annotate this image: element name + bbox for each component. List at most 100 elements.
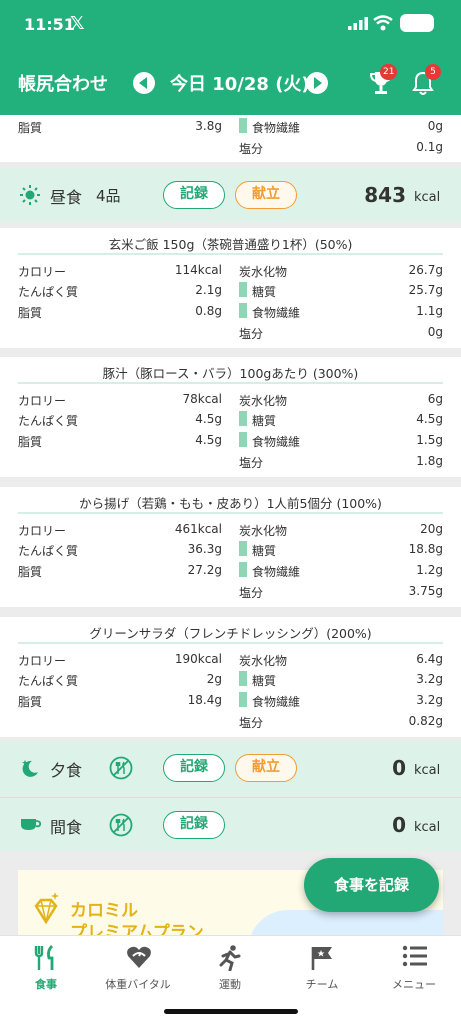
tab-exercise[interactable]: 運動	[184, 936, 276, 996]
nutrient-value: 18.4g	[187, 693, 222, 707]
meal-header-snack[interactable]: 間食 記録 0 kcal	[0, 797, 461, 851]
meal-header-dinner[interactable]: 夕食 記録 献立 0 kcal	[0, 741, 461, 795]
menu-list-icon	[402, 945, 427, 967]
nutrient-value: 36.3g	[187, 542, 222, 556]
nutrient-value: 3.2g	[416, 672, 443, 686]
nutrient-value: 27.2g	[187, 563, 222, 577]
nutrient-value: 190kcal	[174, 652, 222, 666]
meal-name: 間食	[50, 818, 83, 837]
status-time: 11:51	[24, 15, 75, 34]
notification-badge: 5	[425, 64, 441, 80]
kcal-unit: kcal	[414, 190, 441, 205]
trophy-badge: 21	[380, 64, 398, 80]
meal-name: 昼食	[50, 188, 83, 207]
next-day-button[interactable]	[306, 72, 328, 94]
prev-day-button[interactable]	[133, 72, 155, 94]
food-title: から揚げ（若鶏・もも・皮あり）1人前5個分 (100%)	[79, 496, 382, 511]
cellular-signal-icon	[348, 17, 368, 30]
record-meal-button[interactable]: 食事を記録	[304, 858, 439, 912]
food-card[interactable]: から揚げ（若鶏・もも・皮あり）1人前5個分 (100%) カロリー 461kcal た…	[0, 487, 461, 607]
battery-icon	[400, 14, 434, 32]
current-date: 今日 10/28 (火)	[170, 74, 310, 95]
heart-scale-icon	[127, 946, 151, 968]
record-button[interactable]: 記録	[163, 811, 225, 839]
notification-button[interactable]: 5	[412, 64, 441, 100]
meal-item-count: 4品	[96, 187, 121, 205]
nutrient-label: たんぱく質	[18, 285, 79, 299]
nutrient-label: 脂質	[18, 565, 43, 579]
food-card[interactable]: 豚汁（豚ロース・バラ）100gあたり (300%) カロリー 78kcal たんぱく質…	[0, 357, 461, 477]
nutrient-bar	[239, 692, 247, 707]
nutrient-label: 炭水化物	[239, 394, 288, 408]
banner-line1: カロミル	[70, 901, 138, 921]
nutrient-value: 114kcal	[174, 263, 222, 277]
nutrient-bar	[239, 282, 247, 297]
nutrient-label: カロリー	[18, 394, 67, 408]
sun-icon	[20, 185, 40, 205]
flag-icon	[311, 947, 332, 970]
nutrition-card-partial: 脂質 3.8g 食物繊維 0g 塩分 0.1g	[0, 115, 461, 162]
nutrient-label: 糖質	[252, 285, 277, 299]
nutrient-label: 炭水化物	[239, 265, 288, 279]
nutrient-value: 2.1g	[195, 283, 222, 297]
title-divider	[18, 642, 443, 644]
record-button[interactable]: 記録	[163, 754, 225, 782]
tab-team[interactable]: チーム	[276, 936, 368, 996]
nutrient-value: 0.82g	[408, 714, 443, 728]
menu-button[interactable]: 献立	[235, 181, 297, 209]
nutrient-value: 78kcal	[182, 392, 222, 406]
nutrient-value: 1.8g	[416, 454, 443, 468]
nutrient-value: 4.5g	[416, 412, 443, 426]
nutrient-value: 25.7g	[408, 283, 443, 297]
no-meal-icon[interactable]	[109, 813, 133, 837]
nutrient-label: たんぱく質	[18, 414, 79, 428]
status-bar: 11:51 𝕏	[0, 0, 461, 50]
nutrient-label: 塩分	[239, 716, 264, 730]
nutrient-value: 2g	[206, 672, 222, 686]
nutrient-label: 塩分	[239, 327, 264, 341]
nutrient-label: 塩分	[239, 586, 264, 600]
menu-button[interactable]: 献立	[235, 754, 297, 782]
title-divider	[18, 253, 443, 255]
meal-kcal: 0	[392, 756, 406, 780]
tab-menu[interactable]: メニュー	[368, 936, 460, 996]
triangle-left-icon	[139, 77, 147, 89]
meal-kcal: 843	[364, 183, 406, 207]
nutrient-label: 食物繊維	[252, 306, 301, 320]
tab-meal[interactable]: 食事	[0, 936, 92, 996]
nutrient-label: 塩分	[239, 142, 264, 156]
nutrient-bar	[239, 562, 247, 577]
triangle-right-icon	[314, 77, 322, 89]
nutrient-value: 3.2g	[416, 693, 443, 707]
nutrient-value: 1.5g	[416, 433, 443, 447]
nutrient-value: 3.8g	[195, 119, 222, 133]
no-meal-icon[interactable]	[109, 756, 133, 780]
nutrient-bar	[239, 118, 247, 133]
record-button[interactable]: 記録	[163, 181, 225, 209]
nutrient-label: 食物繊維	[252, 695, 301, 709]
nutrient-label: 食物繊維	[252, 565, 301, 579]
nutrient-label: カロリー	[18, 654, 67, 668]
nutrient-label: 糖質	[252, 674, 277, 688]
nutrient-label: カロリー	[18, 265, 67, 279]
tab-weight-vital[interactable]: 体重バイタル	[92, 936, 184, 996]
food-card[interactable]: 玄米ご飯 150g（茶碗普通盛り1杯）(50%) カロリー 114kcal たんぱく質…	[0, 228, 461, 348]
nutrient-label: 脂質	[18, 695, 43, 709]
runner-icon	[219, 945, 241, 971]
food-title: 玄米ご飯 150g（茶碗普通盛り1杯）(50%)	[108, 237, 353, 252]
nutrient-label: 糖質	[252, 414, 277, 428]
nutrient-value: 0g	[427, 119, 443, 133]
nutrient-label: 脂質	[18, 435, 43, 449]
nutrient-bar	[239, 411, 247, 426]
trophy-button[interactable]: 21	[369, 64, 398, 100]
nutrient-label: 脂質	[18, 306, 43, 320]
home-indicator	[164, 1009, 298, 1014]
tab-label: メニュー	[392, 978, 436, 991]
nutrient-bar	[239, 303, 247, 318]
nutrient-value: 461kcal	[174, 522, 222, 536]
meal-header-lunch[interactable]: 昼食 4品 記録 献立 843 kcal	[0, 168, 461, 222]
nutrient-label: たんぱく質	[18, 674, 79, 688]
page-title: 帳尻合わせ	[18, 74, 108, 95]
tab-label: チーム	[305, 978, 339, 991]
food-card[interactable]: グリーンサラダ（フレンチドレッシング）(200%) カロリー 190kcal たんぱく…	[0, 617, 461, 737]
